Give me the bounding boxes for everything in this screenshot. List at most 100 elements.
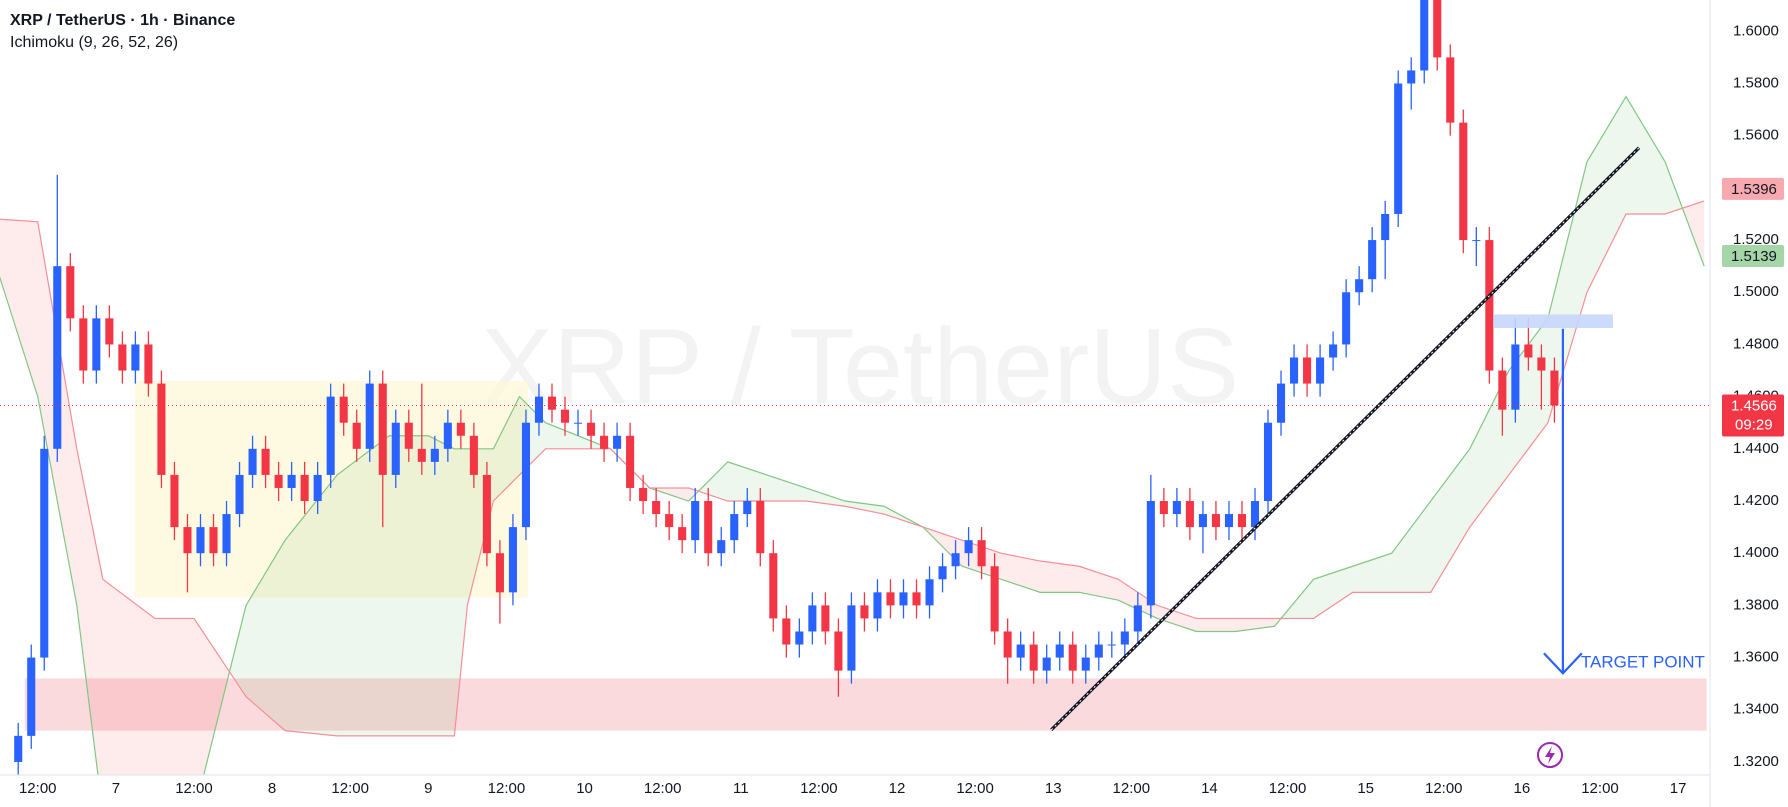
candle-body	[1381, 213, 1390, 241]
span-a-line	[0, 95, 1705, 775]
candle-body	[1133, 605, 1142, 632]
x-tick-label: 17	[1670, 780, 1687, 797]
watermark: XRP / TetherUS	[481, 306, 1239, 427]
candle-body	[938, 566, 947, 580]
y-tick-label: 1.4200	[1733, 492, 1779, 509]
candle-body	[547, 396, 557, 410]
candle-body	[131, 344, 140, 371]
candle-body	[769, 553, 778, 619]
x-tick-label: 12:00	[1581, 780, 1619, 797]
candle-body	[990, 566, 999, 632]
candle-body	[1250, 501, 1260, 528]
candle-body	[274, 474, 283, 488]
cloud-fill	[102, 579, 155, 775]
candle-body	[1003, 631, 1012, 658]
candle-body	[495, 553, 504, 593]
candle-body	[53, 266, 62, 449]
price-label-box	[1722, 177, 1784, 200]
candle-body	[1550, 370, 1559, 406]
candle-body	[300, 474, 309, 502]
plot-area: XRP / TetherUS TARGET POINT	[0, 0, 1710, 775]
candle-body	[730, 514, 739, 541]
x-tick-label: 7	[112, 780, 120, 797]
price-label-box	[1722, 244, 1784, 267]
cloud-fill	[1547, 161, 1587, 423]
countdown-label: 09:29	[1735, 416, 1773, 433]
candle-body	[521, 422, 530, 528]
y-tick-label: 1.4400	[1733, 440, 1779, 457]
x-tick-label: 12:00	[956, 780, 994, 797]
candle-body	[469, 435, 478, 475]
candle-body	[782, 618, 791, 645]
candle-body	[118, 344, 127, 371]
candle-body	[534, 396, 544, 423]
cloud-fill	[1079, 566, 1119, 601]
candle-body	[652, 501, 661, 515]
cloud-fill	[428, 435, 455, 736]
candle-body	[1146, 501, 1155, 606]
cloud-fill	[154, 618, 194, 775]
candle-body	[1224, 514, 1233, 528]
candle-body	[743, 501, 752, 515]
cloud-fill	[1040, 561, 1080, 593]
cloud-fill	[229, 605, 247, 697]
cloud-fill	[1235, 618, 1275, 632]
candle-body	[873, 592, 882, 619]
cloud-fill	[337, 435, 390, 736]
candle-body	[1290, 357, 1299, 384]
candle-body	[1263, 422, 1273, 502]
candle-body	[573, 422, 583, 424]
cloud-fill	[1001, 553, 1041, 593]
candle-body	[1511, 344, 1520, 410]
icon-circle[interactable]	[1537, 742, 1563, 768]
y-tick-label: 1.5200	[1733, 231, 1779, 248]
x-tick-label: 12:00	[331, 780, 369, 797]
axes: 1.3200 1.3400 1.3600 1.3800 1.4000 1.4200 1.44…	[19, 22, 1784, 797]
candle-body	[183, 527, 192, 554]
price-label: 1.5139	[1731, 248, 1777, 265]
x-tick-label: 10	[576, 780, 593, 797]
zone	[24, 678, 1707, 731]
cloud-fill	[844, 501, 884, 515]
candle-body	[144, 344, 153, 384]
candle-body	[1237, 514, 1247, 528]
cloud-fill	[698, 461, 728, 502]
candle-body	[1276, 383, 1286, 423]
lightning-icon[interactable]	[1537, 742, 1563, 768]
candle-body	[1368, 240, 1377, 280]
candle-body	[1120, 631, 1129, 645]
candle-body	[261, 448, 270, 475]
candle-body	[235, 474, 244, 515]
candle-body	[14, 735, 23, 762]
candle-body	[1446, 57, 1455, 123]
x-tick-label: 14	[1201, 780, 1218, 797]
candle-body	[248, 448, 257, 475]
candle-body	[1329, 344, 1338, 358]
candle-body	[1029, 644, 1038, 671]
candle-body	[665, 514, 674, 528]
candle-body	[79, 318, 88, 371]
candle-body	[1303, 357, 1312, 384]
cloud-fill	[1391, 501, 1431, 593]
cloud-fill	[1313, 566, 1353, 619]
candle-body	[508, 527, 517, 593]
candle-body	[1159, 501, 1168, 515]
candle-body	[639, 487, 648, 502]
cloud-fill	[389, 435, 429, 736]
candle-body	[1472, 240, 1481, 242]
candle-body	[92, 318, 101, 371]
candle-body	[951, 553, 960, 567]
x-tick-label: 13	[1045, 780, 1062, 797]
target-box	[1493, 314, 1614, 329]
candle-body	[1055, 644, 1064, 658]
candle-body	[691, 501, 700, 541]
icon-bolt[interactable]	[1545, 746, 1555, 764]
candle-body	[1185, 501, 1194, 528]
candle-body	[430, 448, 439, 462]
y-tick-label: 1.3600	[1733, 649, 1779, 666]
candle-body	[756, 501, 765, 554]
candle-body	[1498, 370, 1507, 410]
x-tick-label: 12	[889, 780, 906, 797]
candle-body	[1016, 644, 1025, 658]
candle-body	[417, 448, 426, 462]
